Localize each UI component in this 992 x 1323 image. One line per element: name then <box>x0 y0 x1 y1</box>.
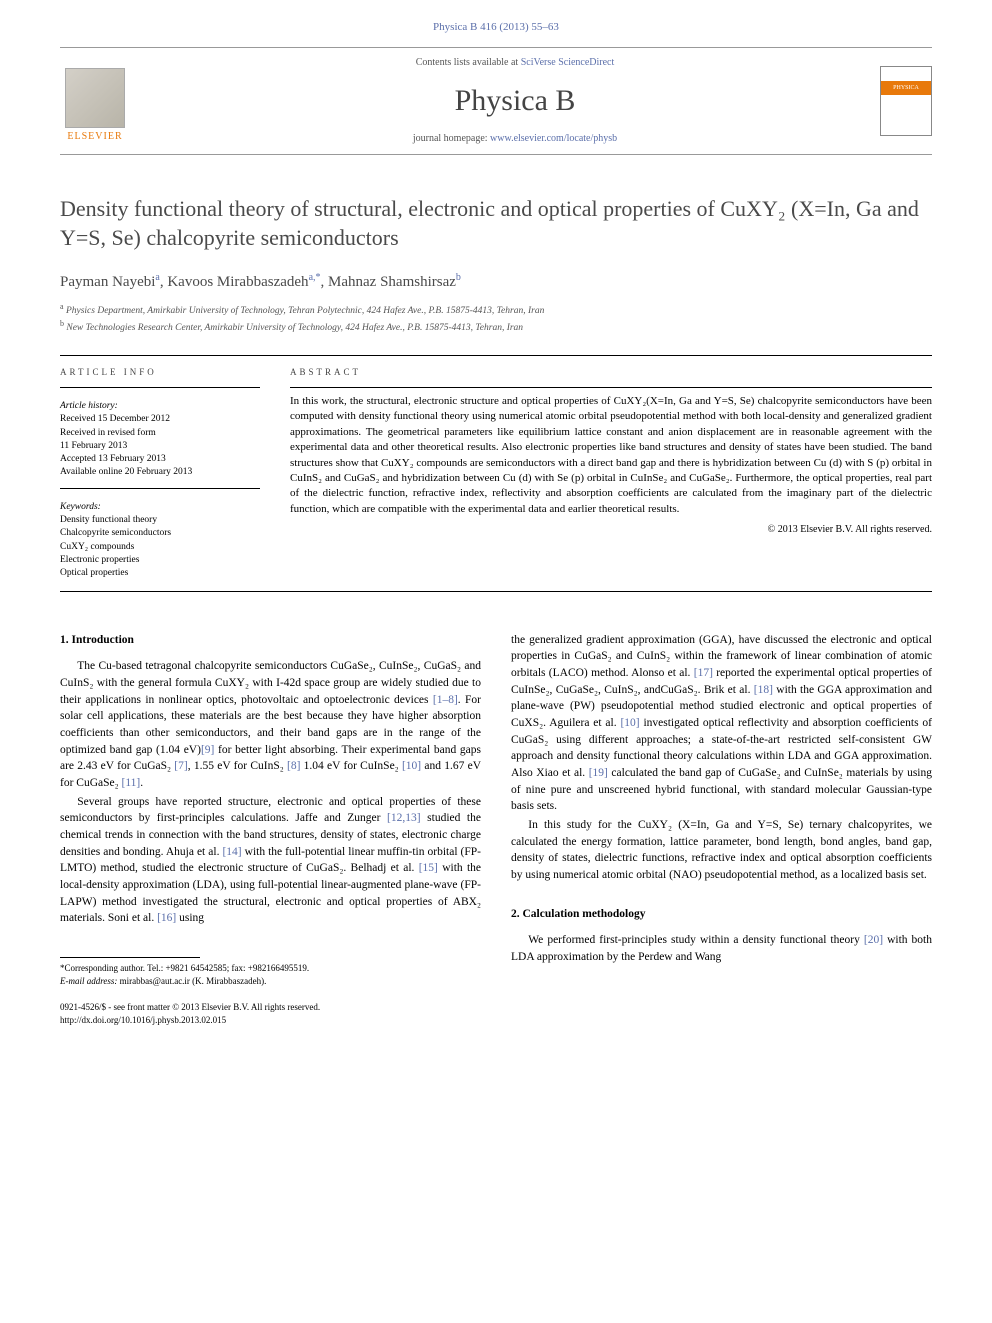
publisher-name: ELSEVIER <box>67 130 122 144</box>
keyword-4: Electronic properties <box>60 554 260 567</box>
article-info: ARTICLE INFO Article history: Received 1… <box>60 366 260 580</box>
corresponding-author-footnote: *Corresponding author. Tel.: +9821 64542… <box>60 962 481 987</box>
authors-line: Payman Nayebia, Kavoos Mirabbaszadeha,*,… <box>60 271 932 293</box>
journal-name: Physica B <box>150 80 880 122</box>
ref-16[interactable]: [16] <box>157 912 176 924</box>
intro-para-2-cont: the generalized gradient approximation (… <box>511 632 932 815</box>
sciencedirect-link[interactable]: SciVerse ScienceDirect <box>521 57 615 68</box>
affil-b-sup: b <box>60 319 64 328</box>
article-content: Density functional theory of structural,… <box>0 155 992 1046</box>
column-right: the generalized gradient approximation (… <box>511 632 932 1027</box>
contents-prefix: Contents lists available at <box>416 57 521 68</box>
keywords-block: Keywords: Density functional theory Chal… <box>60 488 260 581</box>
ref-17[interactable]: [17] <box>694 667 713 679</box>
affiliations: a Physics Department, Amirkabir Universi… <box>60 301 932 336</box>
author-1-affil: a <box>155 272 159 283</box>
keyword-1: Density functional theory <box>60 514 260 527</box>
keywords-label: Keywords: <box>60 501 260 514</box>
abstract: ABSTRACT In this work, the structural, e… <box>290 366 932 580</box>
ref-20[interactable]: [20] <box>864 934 883 946</box>
intro-para-2: Several groups have reported structure, … <box>60 794 481 927</box>
ref-9[interactable]: [9] <box>201 744 214 756</box>
journal-header-box: ELSEVIER Contents lists available at Sci… <box>60 47 932 155</box>
info-abstract-row: ARTICLE INFO Article history: Received 1… <box>60 366 932 580</box>
ref-15[interactable]: [15] <box>419 862 438 874</box>
journal-cover-thumbnail: PHYSICA <box>880 66 932 136</box>
keyword-5: Optical properties <box>60 567 260 580</box>
author-2-corresponding: * <box>316 272 321 283</box>
section-2-heading: 2. Calculation methodology <box>511 906 932 923</box>
homepage-link[interactable]: www.elsevier.com/locate/physb <box>490 133 617 144</box>
history-label: Article history: <box>60 400 260 413</box>
ref-10[interactable]: [10] <box>402 760 421 772</box>
ref-8[interactable]: [8] <box>287 760 300 772</box>
divider-bottom <box>60 591 932 592</box>
email-label: E-mail address: <box>60 976 117 986</box>
author-1[interactable]: Payman Nayebi <box>60 274 155 290</box>
journal-center: Contents lists available at SciVerse Sci… <box>150 56 880 146</box>
elsevier-tree-icon <box>65 68 125 128</box>
issn-line: 0921-4526/$ - see front matter © 2013 El… <box>60 1001 481 1014</box>
divider-top <box>60 355 932 356</box>
body-columns: 1. Introduction The Cu-based tetragonal … <box>60 632 932 1027</box>
abstract-text: In this work, the structural, electronic… <box>290 394 932 517</box>
ref-18[interactable]: [18] <box>754 684 773 696</box>
article-history-block: Article history: Received 15 December 20… <box>60 387 260 480</box>
affil-b: New Technologies Research Center, Amirka… <box>66 323 523 333</box>
history-revised-2: 11 February 2013 <box>60 440 260 453</box>
history-accepted: Accepted 13 February 2013 <box>60 453 260 466</box>
ref-10b[interactable]: [10] <box>620 717 639 729</box>
homepage-line: journal homepage: www.elsevier.com/locat… <box>150 132 880 146</box>
abstract-copyright: © 2013 Elsevier B.V. All rights reserved… <box>290 523 932 537</box>
section-1-heading: 1. Introduction <box>60 632 481 649</box>
corr-contact: *Corresponding author. Tel.: +9821 64542… <box>60 962 481 975</box>
column-left: 1. Introduction The Cu-based tetragonal … <box>60 632 481 1027</box>
doi-block: 0921-4526/$ - see front matter © 2013 El… <box>60 1001 481 1026</box>
contents-line: Contents lists available at SciVerse Sci… <box>150 56 880 70</box>
author-3-affil: b <box>456 272 461 283</box>
corr-email[interactable]: mirabbas@aut.ac.ir (K. Mirabbaszadeh). <box>120 976 267 986</box>
method-para-1: We performed first-principles study with… <box>511 932 932 965</box>
ref-7[interactable]: [7] <box>174 760 187 772</box>
history-online: Available online 20 February 2013 <box>60 466 260 479</box>
keyword-3: CuXY₂ compounds <box>60 541 260 554</box>
article-title: Density functional theory of structural,… <box>60 195 932 252</box>
ref-1-8[interactable]: [1–8] <box>433 694 458 706</box>
ref-11[interactable]: [11] <box>122 777 141 789</box>
publisher-logo: ELSEVIER <box>60 59 130 144</box>
affil-a: Physics Department, Amirkabir University… <box>66 306 544 316</box>
history-received: Received 15 December 2012 <box>60 413 260 426</box>
history-revised-1: Received in revised form <box>60 427 260 440</box>
keyword-2: Chalcopyrite semiconductors <box>60 527 260 540</box>
page-citation: Physica B 416 (2013) 55–63 <box>0 0 992 47</box>
affil-a-sup: a <box>60 302 64 311</box>
article-info-heading: ARTICLE INFO <box>60 366 260 379</box>
ref-12-13[interactable]: [12,13] <box>387 812 421 824</box>
abstract-heading: ABSTRACT <box>290 366 932 379</box>
author-2[interactable]: Kavoos Mirabbaszadeh <box>167 274 308 290</box>
author-2-affil: a, <box>309 272 316 283</box>
doi-link[interactable]: http://dx.doi.org/10.1016/j.physb.2013.0… <box>60 1014 481 1027</box>
intro-para-1: The Cu-based tetragonal chalcopyrite sem… <box>60 658 481 791</box>
intro-para-3: In this study for the CuXY₂ (X=In, Ga an… <box>511 817 932 884</box>
author-3[interactable]: Mahnaz Shamshirsaz <box>328 274 456 290</box>
ref-19[interactable]: [19] <box>589 767 608 779</box>
footnote-rule <box>60 957 200 958</box>
homepage-prefix: journal homepage: <box>413 133 490 144</box>
cover-band: PHYSICA <box>881 81 931 95</box>
ref-14[interactable]: [14] <box>222 846 241 858</box>
